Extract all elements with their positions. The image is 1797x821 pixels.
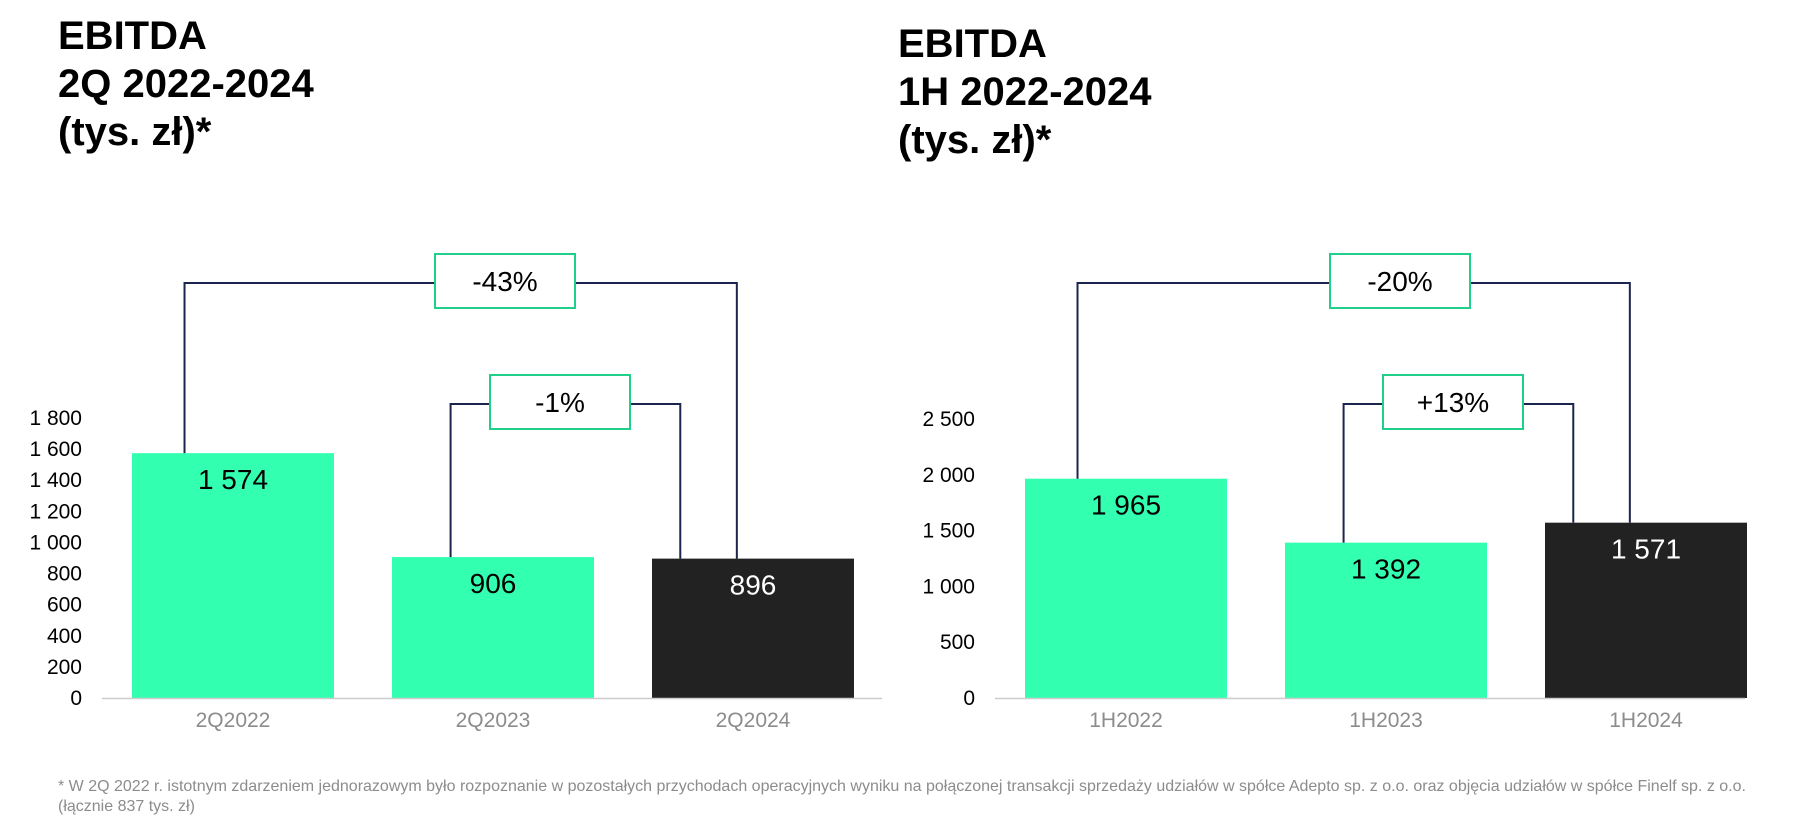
y-tick-label: 1 400 — [29, 469, 82, 492]
y-tick-label: 1 000 — [922, 575, 975, 598]
x-tick-label: 2Q2022 — [196, 709, 271, 732]
comparison-badge-label: -43% — [472, 266, 537, 297]
y-tick-label: 800 — [47, 563, 82, 586]
y-tick-label: 1 600 — [29, 438, 82, 461]
y-tick-label: 600 — [47, 594, 82, 617]
comparison-badge-label: +13% — [1417, 387, 1489, 418]
comparison-badge — [1329, 253, 1471, 309]
y-tick-label: 400 — [47, 625, 82, 648]
chart-title-2q: EBITDA 2Q 2022-2024 (tys. zł)* — [58, 12, 314, 156]
bar — [1545, 522, 1747, 698]
x-tick-label: 1H2022 — [1089, 709, 1163, 732]
chart-title-line: (tys. zł)* — [898, 118, 1052, 162]
bar — [132, 453, 334, 698]
y-tick-label: 0 — [963, 687, 975, 710]
bar — [1025, 478, 1227, 698]
chart-title-line: 1H 2022-2024 — [898, 70, 1152, 114]
y-tick-label: 200 — [47, 656, 82, 679]
chart-title-line: EBITDA — [58, 14, 207, 58]
bar-value-label: 1 965 — [1091, 490, 1161, 521]
chart-title-1h: EBITDA 1H 2022-2024 (tys. zł)* — [898, 20, 1152, 164]
y-tick-label: 500 — [940, 631, 975, 654]
y-tick-label: 1 000 — [29, 531, 82, 554]
y-tick-label: 0 — [70, 687, 82, 710]
y-tick-label: 1 500 — [922, 520, 975, 543]
bar-value-label: 896 — [730, 570, 777, 601]
bar-value-label: 906 — [470, 568, 517, 599]
x-tick-label: 1H2024 — [1609, 709, 1683, 732]
bar — [1285, 542, 1487, 698]
y-tick-label: 2 000 — [922, 464, 975, 487]
x-tick-label: 1H2023 — [1349, 709, 1423, 732]
comparison-badge-label: -1% — [535, 387, 585, 418]
chart-title-line: 2Q 2022-2024 — [58, 62, 314, 106]
y-tick-label: 1 200 — [29, 500, 82, 523]
bar-value-label: 1 574 — [198, 464, 268, 495]
y-tick-label: 2 500 — [922, 408, 975, 431]
comparison-badge — [489, 374, 631, 430]
comparison-badge-label: -20% — [1367, 266, 1432, 297]
chart-title-line: EBITDA — [898, 22, 1047, 66]
comparison-badge — [434, 253, 576, 309]
x-tick-label: 2Q2024 — [716, 709, 791, 732]
bar — [392, 557, 594, 698]
chart-title-line: (tys. zł)* — [58, 110, 212, 154]
bar-value-label: 1 571 — [1611, 534, 1681, 565]
x-tick-label: 2Q2023 — [456, 709, 531, 732]
comparison-badge — [1382, 374, 1524, 430]
footnote: * W 2Q 2022 r. istotnym zdarzeniem jedno… — [58, 778, 1746, 815]
bar — [652, 558, 854, 698]
y-tick-label: 1 800 — [29, 407, 82, 430]
bar-value-label: 1 392 — [1351, 554, 1421, 585]
